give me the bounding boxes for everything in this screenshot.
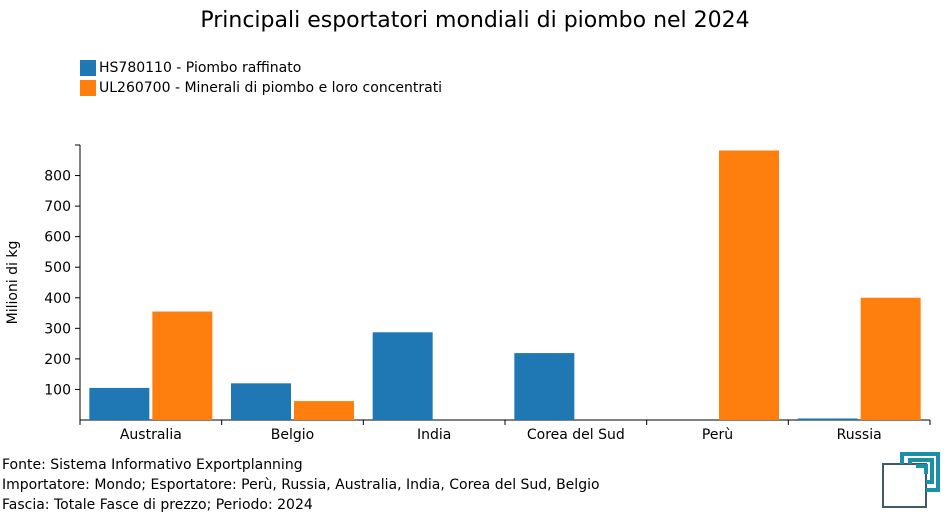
bar-peru-series-2 <box>719 150 779 420</box>
x-tick-label-india: India <box>417 427 451 443</box>
exportplanning-logo-icon <box>882 452 940 508</box>
y-tick-label-800: 800 <box>44 169 71 185</box>
y-tick-label-700: 700 <box>44 199 71 215</box>
legend-label-lead-ores: UL260700 - Minerali di piombo e loro con… <box>99 80 443 96</box>
y-tick-label-500: 500 <box>44 260 71 276</box>
footer-importer: Importatore: Mondo; Esportatore: Perù, R… <box>2 477 600 493</box>
footer-source: Fonte: Sistema Informativo Exportplannin… <box>2 457 303 473</box>
y-tick-label-300: 300 <box>44 321 71 337</box>
bar-belgio-series-1 <box>231 383 291 420</box>
y-tick-label-400: 400 <box>44 291 71 307</box>
x-tick-label-russia: Russia <box>837 427 882 443</box>
x-tick-label-peru: Perù <box>702 427 733 443</box>
bar-corea-del-sud-series-1 <box>514 353 575 420</box>
y-tick-label-600: 600 <box>44 230 71 246</box>
x-tick-label-corea-del-sud: Corea del Sud <box>527 427 625 443</box>
legend-swatch-refined-lead <box>80 60 96 76</box>
bar-india-series-1 <box>372 332 433 420</box>
legend-label-refined-lead: HS780110 - Piombo raffinato <box>99 60 302 76</box>
chart-title: Principali esportatori mondiali di piomb… <box>200 8 750 33</box>
y-tick-label-200: 200 <box>44 352 71 368</box>
bar-australia-series-1 <box>89 387 150 420</box>
bar-russia-series-1 <box>797 418 858 420</box>
x-tick-label-australia: Australia <box>120 427 182 443</box>
legend-item-lead-ores: UL260700 - Minerali di piombo e loro con… <box>80 79 442 97</box>
legend-swatch-lead-ores <box>80 80 96 96</box>
bar-belgio-series-2 <box>294 401 354 420</box>
y-axis-title: Milioni di kg <box>5 241 21 325</box>
x-tick-label-belgio: Belgio <box>271 427 314 443</box>
footer-band: Fascia: Totale Fasce di prezzo; Periodo:… <box>2 497 313 513</box>
bar-australia-series-2 <box>152 311 213 420</box>
legend-item-refined-lead: HS780110 - Piombo raffinato <box>80 59 301 77</box>
y-tick-label-100: 100 <box>44 382 71 398</box>
bar-russia-series-2 <box>860 297 921 420</box>
